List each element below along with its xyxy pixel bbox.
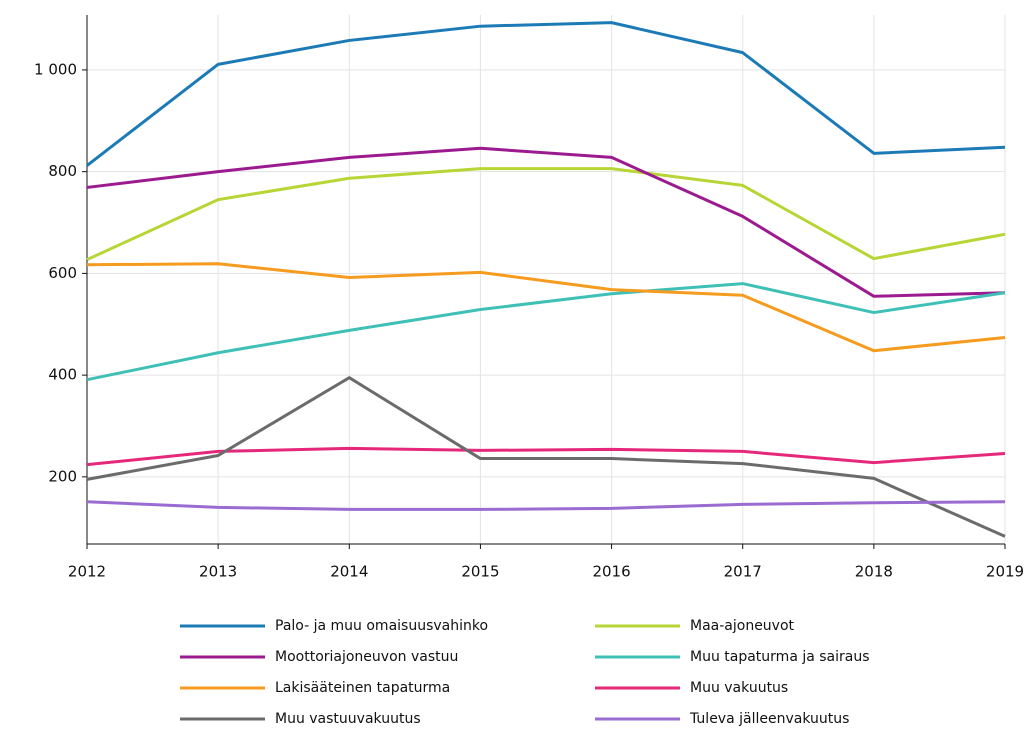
legend-label: Tuleva jälleenvakuutus: [689, 711, 849, 727]
y-tick-label: 400: [48, 366, 77, 384]
x-tick-label: 2018: [855, 563, 893, 581]
legend-label: Palo- ja muu omaisuusvahinko: [275, 618, 488, 634]
y-tick-label: 600: [48, 264, 77, 282]
y-tick-label: 800: [48, 162, 77, 180]
series-line: [86, 446, 1006, 467]
series-line: [86, 167, 1006, 262]
series-line: [86, 146, 1006, 298]
legend-label: Muu vastuuvakuutus: [275, 711, 421, 727]
x-tick-label: 2016: [592, 563, 630, 581]
legend-label: Muu tapaturma ja sairaus: [690, 649, 870, 665]
x-tick-label: 2014: [330, 563, 368, 581]
legend-label: Muu vakuutus: [690, 680, 788, 696]
x-tick-label: 2017: [724, 563, 762, 581]
x-tick-label: 2019: [986, 563, 1024, 581]
y-tick-label: 200: [48, 467, 77, 485]
legend-label: Moottoriajoneuvon vastuu: [275, 649, 458, 665]
series-line: [86, 21, 1006, 167]
x-tick-label: 2015: [461, 563, 499, 581]
legend-label: Maa-ajoneuvot: [690, 618, 795, 634]
x-tick-label: 2013: [199, 563, 237, 581]
legend-label: Lakisääteinen tapaturma: [275, 680, 450, 696]
series-line: [86, 500, 1006, 511]
series-line: [86, 376, 1006, 538]
series-line: [86, 262, 1006, 353]
series-line: [86, 282, 1006, 382]
y-tick-label: 1 000: [34, 60, 77, 78]
x-tick-label: 2012: [68, 563, 106, 581]
